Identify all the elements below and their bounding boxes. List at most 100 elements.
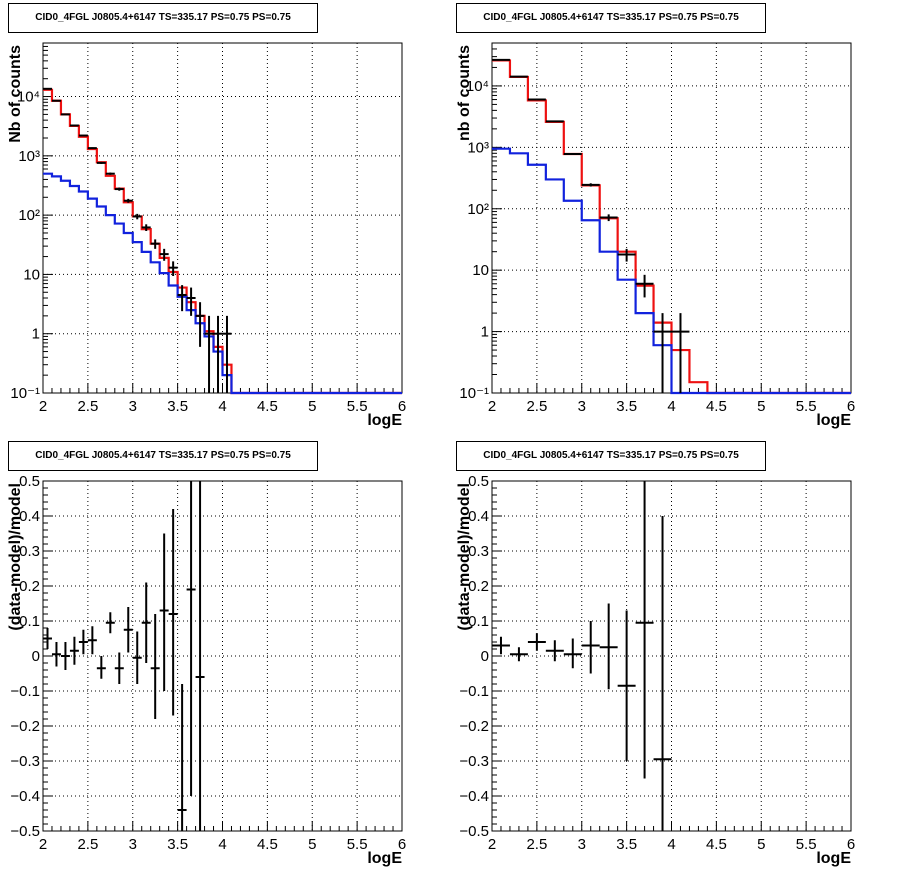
x-tick-label: 2 [488,836,496,853]
y-tick-label: 0 [481,648,489,665]
x-tick-label: 3 [578,398,586,415]
data-point [123,607,133,653]
x-tick-label: 4.5 [257,836,278,853]
data-point [617,248,636,262]
x-axis-title: logE [367,412,402,429]
y-tick-label: 0.3 [19,543,40,560]
y-tick-label: 0.5 [468,473,489,490]
title-box-bottom-right: CID0_4FGL J0805.4+6147 TS=335.17 PS=0.75… [456,441,766,471]
data-point [509,647,528,662]
x-tick-label: 6 [398,398,406,415]
y-tick-label: 10³ [18,148,40,165]
x-tick-label: 4.5 [706,398,727,415]
data-point [43,87,52,90]
data-point [78,134,88,137]
x-tick-label: 2 [488,398,496,415]
data-point [581,621,600,674]
data-point [78,629,88,655]
model-total-histogram [492,59,851,395]
y-tick-label: 10⁻¹ [10,385,40,402]
data-point [671,313,690,393]
y-axis-title: (data-model)/model [456,483,473,631]
y-tick-label: −0.3 [459,753,489,770]
x-tick-label: 3 [129,398,137,415]
data-point [141,224,151,231]
y-tick-label: −0.5 [10,823,40,840]
x-tick-label: 5.5 [796,398,817,415]
data-point [114,652,124,684]
data-point [186,287,196,316]
data-point [87,626,97,655]
data-point [87,147,97,150]
x-tick-label: 2.5 [77,398,98,415]
x-tick-label: 4 [218,836,226,853]
data-point [195,302,205,347]
x-tick-label: 5 [757,398,765,415]
title-box-bottom-left: CID0_4FGL J0805.4+6147 TS=335.17 PS=0.75… [8,441,318,471]
data-point [527,633,546,651]
data-point [123,198,133,203]
y-tick-label: −0.3 [10,753,40,770]
data-point [60,113,70,116]
y-tick-label: 1 [481,324,489,341]
data-point [635,481,654,779]
data-point [150,239,160,249]
data-point [492,636,510,655]
y-tick-label: 10⁴ [466,78,489,95]
data-point [545,640,564,662]
y-tick-label: −0.2 [10,718,40,735]
y-axis-title: (data-model)/model [7,483,24,631]
x-tick-label: 3.5 [167,398,188,415]
y-tick-label: 10⁻¹ [459,385,489,402]
y-tick-label: 10 [472,262,489,279]
data-point [563,152,582,155]
data-point [96,656,106,679]
data-point [617,610,636,761]
data-point [186,481,196,796]
y-tick-label: 0.3 [468,543,489,560]
y-tick-label: 0.2 [19,578,40,595]
y-tick-label: −0.4 [10,788,40,805]
y-tick-label: 0.2 [468,578,489,595]
data-point [563,638,582,669]
x-tick-label: 3.5 [616,836,637,853]
data-point [159,533,169,691]
data-point [653,516,672,831]
chart-panel-top-right: 2 2.5 3 3.5 4 4.5 5 5.5 6 10⁻¹ 1 10 10² 10³ 10⁴ logE nb … [456,42,855,429]
x-tick-label: 4 [667,836,675,853]
data-point [581,183,600,187]
data-point [132,213,142,220]
y-tick-label: 0.5 [19,473,40,490]
x-tick-label: 4 [667,398,675,415]
y-tick-label: 0.1 [468,613,489,630]
x-tick-label: 2.5 [526,398,547,415]
data-point [653,313,672,393]
data-point [527,98,546,101]
x-tick-label: 3.5 [167,836,188,853]
data-point [177,285,187,312]
y-tick-label: 10 [23,266,40,283]
data-point [43,628,52,649]
x-tick-label: 2 [39,836,47,853]
x-tick-label: 5.5 [347,836,368,853]
y-tick-label: −0.2 [459,718,489,735]
data-point [69,124,79,127]
y-axis-title: nb of counts [456,45,473,141]
data-point [69,636,79,665]
x-tick-label: 3 [129,836,137,853]
y-tick-label: 0.4 [19,508,40,525]
data-point [60,642,70,670]
x-tick-label: 5 [757,836,765,853]
x-axis-title: logE [816,412,851,429]
data-point [96,161,106,164]
y-tick-label: 10⁴ [17,89,40,106]
y-tick-label: −0.4 [459,788,489,805]
x-tick-label: 4.5 [706,836,727,853]
data-point [545,120,564,123]
y-tick-label: 10² [467,201,489,218]
y-tick-label: 10³ [467,139,489,156]
x-tick-label: 2.5 [526,836,547,853]
data-point [105,612,115,634]
data-point [159,248,169,261]
x-tick-label: 2 [39,398,47,415]
